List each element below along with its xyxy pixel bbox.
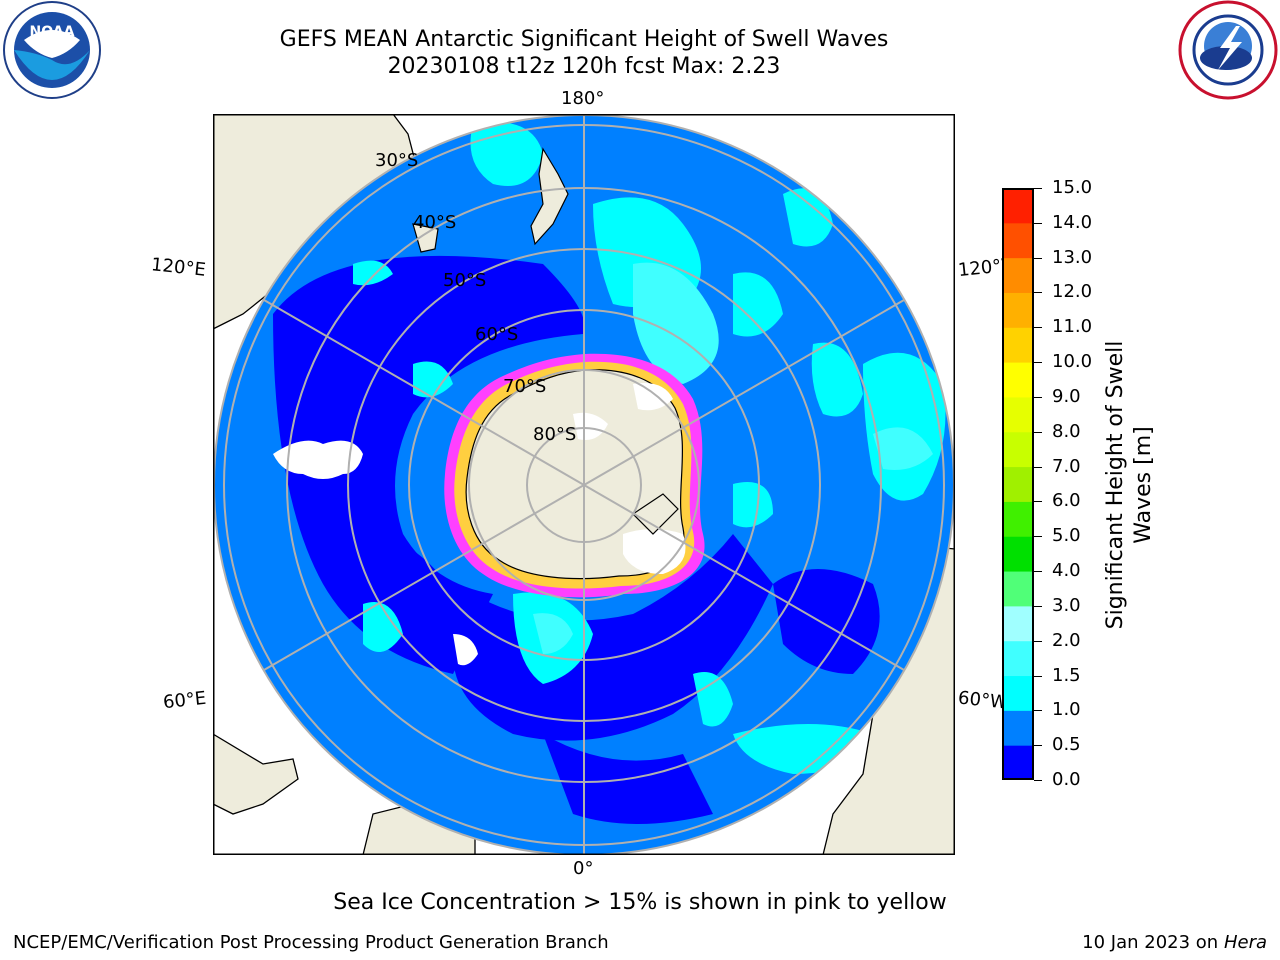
colorbar-tick-mark xyxy=(1034,466,1042,468)
colorbar-tick-label: 15.0 xyxy=(1052,177,1093,198)
colorbar-tick-label: 4.0 xyxy=(1052,560,1081,582)
colorbar-segment xyxy=(1002,675,1034,711)
colorbar-segment xyxy=(1002,396,1034,433)
colorbar-tick-label: 7.0 xyxy=(1052,455,1081,477)
colorbar-tick-mark xyxy=(1034,292,1042,294)
colorbar-tick-mark xyxy=(1034,536,1042,538)
colorbar-tick-mark xyxy=(1034,362,1042,364)
colorbar-tick-mark xyxy=(1034,431,1042,433)
lat-label-60s: 60°S xyxy=(475,324,519,345)
colorbar-segment xyxy=(1002,745,1034,780)
polar-map-svg xyxy=(213,114,955,855)
machine-name: Hera xyxy=(1223,932,1267,953)
run-date-text: 10 Jan 2023 on xyxy=(1082,932,1224,953)
colorbar-tick-label: 5.0 xyxy=(1052,525,1081,547)
lon-label-60w: 60°W xyxy=(957,687,1009,714)
colorbar-tick-mark xyxy=(1034,605,1042,607)
colorbar-tick-label: 3.0 xyxy=(1052,594,1081,616)
colorbar-tick-label: 9.0 xyxy=(1052,385,1081,407)
colorbar-segment xyxy=(1002,431,1034,468)
colorbar-tick-mark xyxy=(1034,675,1042,677)
colorbar-tick-mark xyxy=(1034,257,1042,259)
colorbar-frame xyxy=(1002,188,1034,780)
colorbar-tick-mark xyxy=(1034,501,1042,503)
colorbar-segment xyxy=(1002,466,1034,502)
colorbar-tick-label: 1.5 xyxy=(1052,664,1081,686)
producer-credit: NCEP/EMC/Verification Post Processing Pr… xyxy=(13,932,609,953)
colorbar-segment xyxy=(1002,327,1034,363)
colorbar-segment xyxy=(1002,571,1034,607)
colorbar-segment xyxy=(1002,257,1034,293)
colorbar-tick-label: 12.0 xyxy=(1052,281,1093,303)
sea-ice-note: Sea Ice Concentration > 15% is shown in … xyxy=(333,890,947,915)
colorbar-segment xyxy=(1002,536,1034,572)
colorbar-tick-mark xyxy=(1034,780,1042,781)
polar-map: 30°S 40°S 50°S 60°S 70°S 80°S xyxy=(213,114,955,855)
lon-label-120e: 120°E xyxy=(150,254,207,281)
colorbar-tick-mark xyxy=(1034,745,1042,747)
colorbar-tick-mark xyxy=(1034,222,1042,224)
colorbar-segment xyxy=(1002,501,1034,537)
colorbar-segment xyxy=(1002,640,1034,677)
colorbar-tick-mark xyxy=(1034,710,1042,712)
colorbar-tick-mark xyxy=(1034,188,1042,189)
colorbar-segment xyxy=(1002,605,1034,642)
colorbar-tick-label: 0.5 xyxy=(1052,734,1081,756)
colorbar-tick-label: 2.0 xyxy=(1052,629,1081,651)
lat-label-40s: 40°S xyxy=(413,212,457,233)
colorbar-tick-label: 13.0 xyxy=(1052,246,1093,268)
lon-label-0: 0° xyxy=(573,858,594,879)
colorbar-tick-mark xyxy=(1034,640,1042,642)
lon-label-60e: 60°E xyxy=(162,687,208,714)
lat-label-80s: 80°S xyxy=(533,424,577,445)
nws-logo-icon xyxy=(1178,0,1278,100)
colorbar-segment xyxy=(1002,292,1034,328)
lat-label-30s: 30°S xyxy=(375,150,419,171)
colorbar xyxy=(1002,188,1034,780)
colorbar-tick-mark xyxy=(1034,396,1042,398)
run-date: 10 Jan 2023 on Hera xyxy=(1082,932,1267,953)
noaa-logo-icon: NOAA xyxy=(3,1,101,99)
colorbar-tick-label: 1.0 xyxy=(1052,699,1081,721)
colorbar-tick-label: 10.0 xyxy=(1052,351,1093,373)
colorbar-segment xyxy=(1002,222,1034,259)
svg-text:NOAA: NOAA xyxy=(30,24,75,40)
colorbar-tick-mark xyxy=(1034,571,1042,573)
colorbar-tick-label: 6.0 xyxy=(1052,490,1081,512)
colorbar-segment xyxy=(1002,710,1034,746)
lat-label-50s: 50°S xyxy=(443,270,487,291)
colorbar-tick-label: 8.0 xyxy=(1052,420,1081,442)
colorbar-segment xyxy=(1002,362,1034,398)
lat-label-70s: 70°S xyxy=(503,376,547,397)
colorbar-tick-mark xyxy=(1034,327,1042,329)
colorbar-segment xyxy=(1002,188,1034,224)
colorbar-label: Significant Height of Swell Waves [m] xyxy=(1103,340,1156,630)
lon-label-180: 180° xyxy=(561,88,605,109)
colorbar-tick-label: 0.0 xyxy=(1052,769,1081,790)
colorbar-tick-label: 14.0 xyxy=(1052,211,1093,233)
chart-title: GEFS MEAN Antarctic Significant Height o… xyxy=(279,27,889,52)
colorbar-tick-label: 11.0 xyxy=(1052,316,1093,338)
chart-subtitle: 20230108 t12z 120h fcst Max: 2.23 xyxy=(387,54,781,79)
